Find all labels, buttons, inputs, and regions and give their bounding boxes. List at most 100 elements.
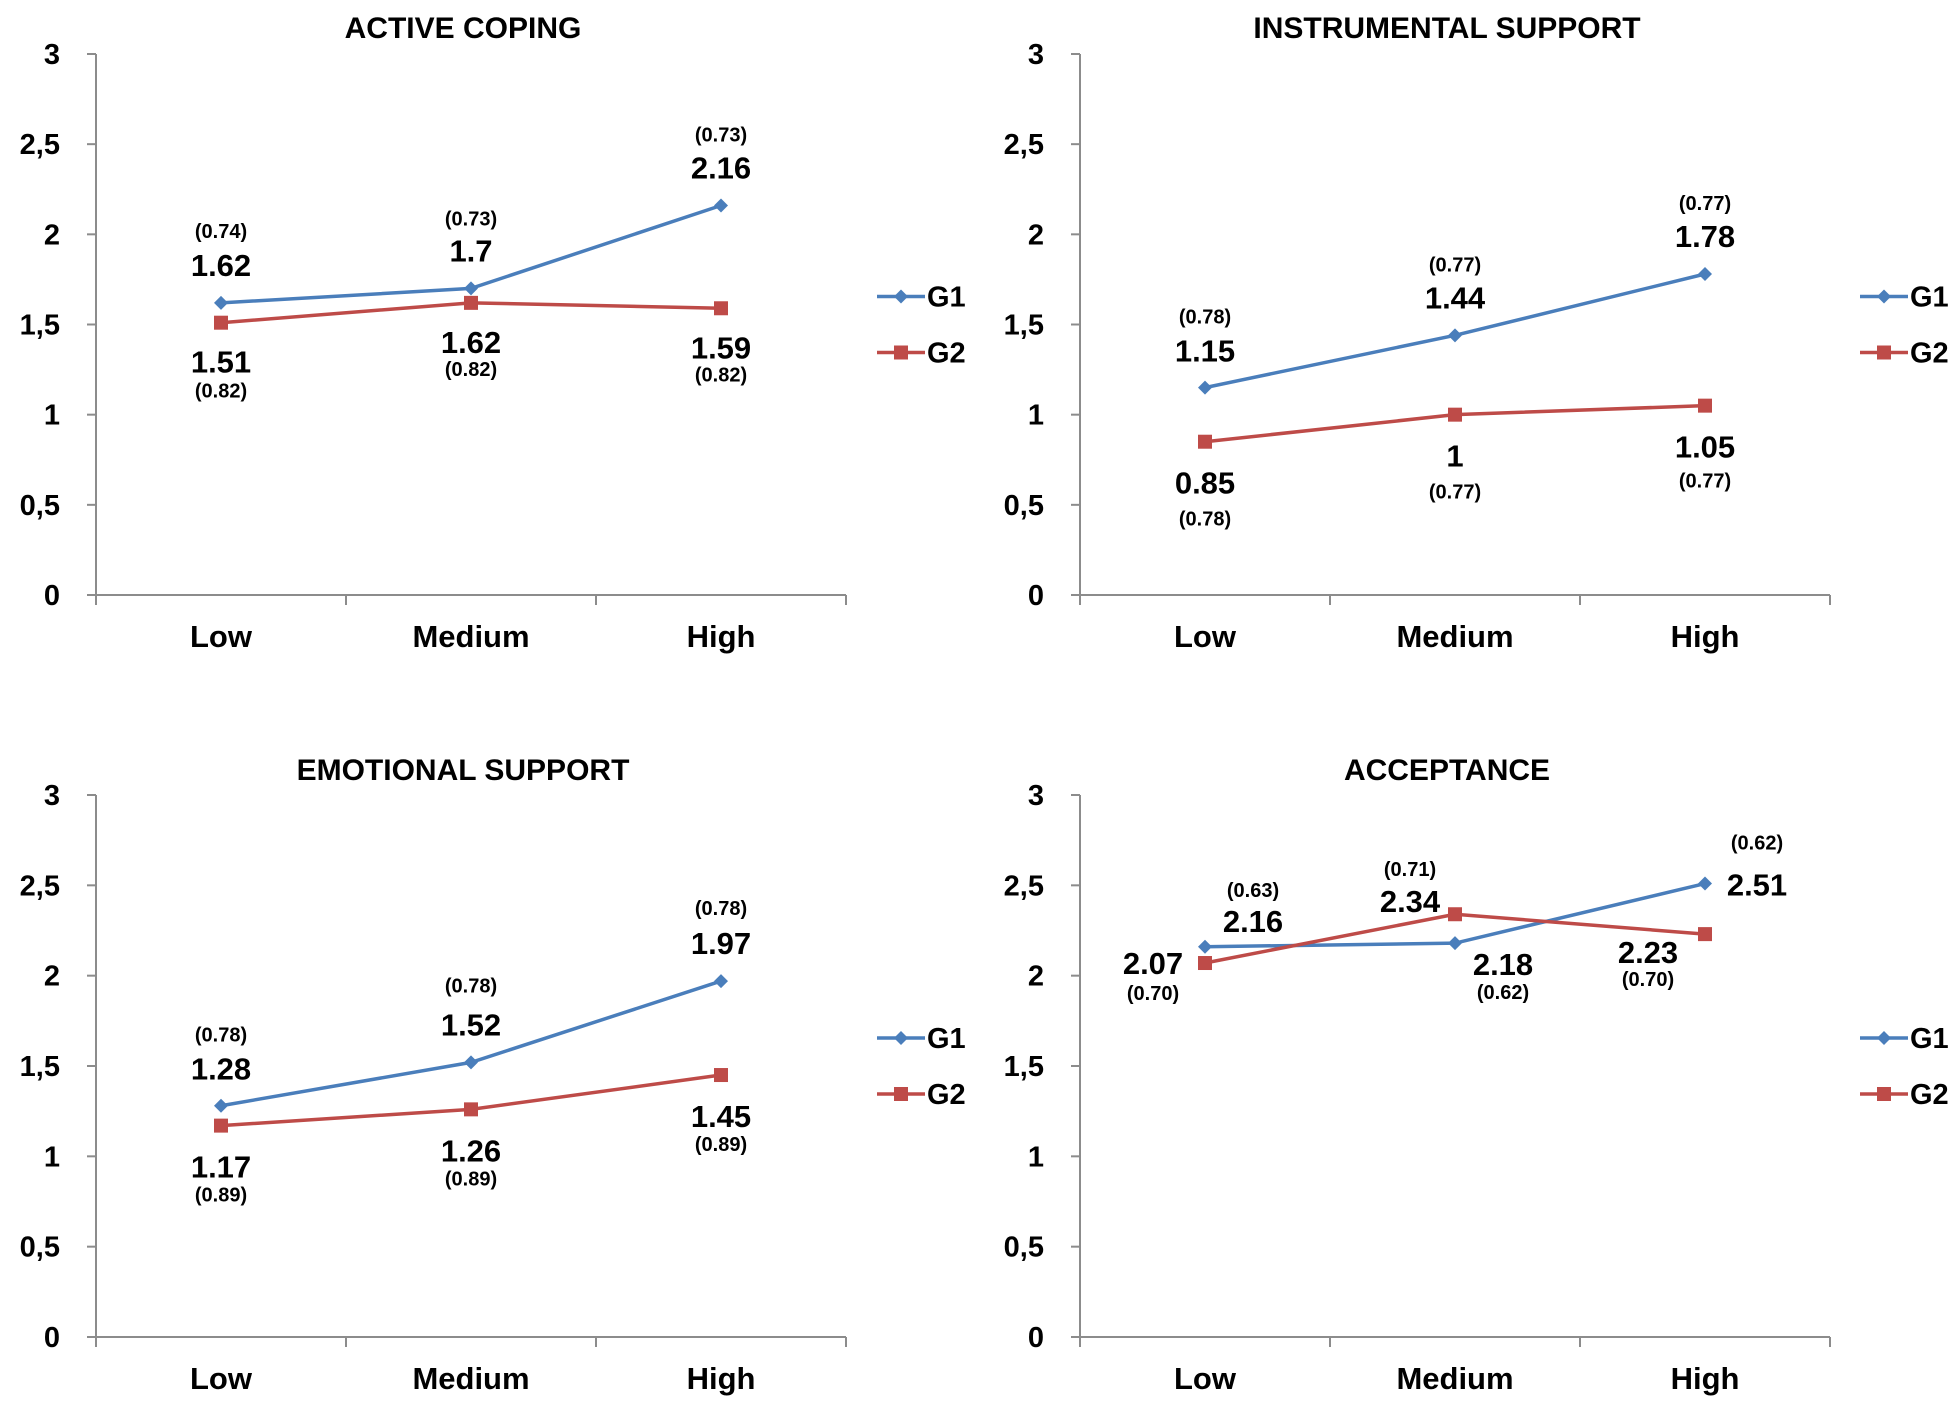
y-tick-label: 1,5	[1004, 1051, 1044, 1083]
sd-label: (0.71)	[1384, 859, 1436, 881]
y-tick-label: 1,5	[1004, 310, 1044, 342]
legend-marker-g1	[894, 289, 908, 304]
point-marker-g1	[1448, 328, 1462, 343]
x-tick-label: Low	[190, 619, 253, 654]
sd-label: (0.77)	[1679, 471, 1731, 493]
y-tick-label: 3	[44, 780, 60, 812]
data-label: 1.17	[191, 1150, 251, 1185]
data-label: 2.34	[1380, 884, 1441, 919]
sd-label: (0.73)	[695, 124, 747, 146]
point-marker-g2	[464, 295, 478, 310]
legend-marker-g2	[1877, 1087, 1891, 1101]
sd-label: (0.82)	[695, 364, 747, 386]
data-label: 2.51	[1727, 868, 1787, 903]
point-marker-g1	[464, 1055, 478, 1070]
legend-label: G2	[1910, 338, 1949, 370]
x-tick-label: Medium	[1396, 1361, 1513, 1396]
data-label: 1.28	[191, 1052, 251, 1087]
sd-label: (0.78)	[445, 975, 497, 997]
legend-marker-g1	[1877, 289, 1891, 304]
data-label: 1.7	[449, 233, 492, 268]
point-marker-g2	[714, 301, 728, 316]
x-tick-label: Low	[1174, 1361, 1237, 1396]
sd-label: (0.62)	[1477, 982, 1529, 1004]
y-tick-label: 1	[1028, 1141, 1044, 1173]
sd-label: (0.78)	[695, 898, 747, 920]
sd-label: (0.73)	[445, 208, 497, 230]
data-label: 1.45	[691, 1099, 751, 1134]
data-label: 1.52	[441, 1007, 501, 1042]
y-tick-label: 0,5	[1004, 490, 1044, 522]
sd-label: (0.82)	[445, 359, 497, 381]
y-tick-label: 2	[44, 961, 60, 993]
y-tick-label: 3	[44, 39, 60, 71]
x-tick-label: High	[1671, 619, 1740, 654]
point-marker-g1	[1198, 380, 1212, 395]
chart-title: ACTIVE COPING	[345, 12, 582, 45]
y-tick-label: 0	[1028, 580, 1044, 612]
chart-panel-3: EMOTIONAL SUPPORT 0 0,5 1 1,5 2 2,5 3 Low Medium H…	[20, 754, 966, 1396]
sd-label: (0.70)	[1127, 983, 1179, 1005]
data-label: 1.97	[691, 926, 751, 961]
data-label: 2.16	[691, 150, 751, 185]
legend-marker-g2	[1877, 345, 1891, 360]
chart-panel-1: ACTIVE COPING 0 0,5 1 1,5 2 2,5 3 Low Medium High 1…	[20, 12, 966, 654]
x-tick-label: High	[687, 1361, 756, 1396]
legend-label: G2	[927, 338, 966, 370]
y-tick-label: 2,5	[1004, 129, 1044, 161]
data-label: 1.05	[1675, 430, 1735, 465]
point-marker-g1	[1698, 267, 1712, 282]
sd-label: (0.89)	[695, 1134, 747, 1156]
data-label: 2.16	[1223, 904, 1283, 939]
y-tick-label: 1,5	[20, 310, 60, 342]
point-marker-g2	[714, 1068, 728, 1083]
point-marker-g2	[464, 1102, 478, 1117]
sd-label: (0.77)	[1429, 482, 1481, 504]
point-marker-g2	[1198, 956, 1212, 971]
sd-label: (0.70)	[1622, 969, 1674, 991]
point-marker-g1	[714, 198, 728, 213]
y-tick-label: 3	[1028, 780, 1044, 812]
y-tick-label: 2,5	[20, 870, 60, 902]
point-marker-g2	[1698, 398, 1712, 413]
y-tick-label: 0,5	[1004, 1232, 1044, 1264]
point-marker-g1	[1448, 936, 1462, 951]
point-marker-g1	[1698, 876, 1712, 891]
x-tick-label: Low	[190, 1361, 253, 1396]
x-tick-label: Medium	[412, 1361, 529, 1396]
legend-label: G1	[927, 1023, 966, 1055]
sd-label: (0.74)	[195, 221, 247, 243]
chart-panel-2: INSTRUMENTAL SUPPORT 0 0,5 1 1,5 2 2,5 3 Low Medi…	[1004, 12, 1949, 654]
y-tick-label: 0	[1028, 1322, 1044, 1354]
sd-label: (0.77)	[1429, 254, 1481, 276]
legend-label: G1	[1910, 1023, 1949, 1055]
sd-label: (0.77)	[1679, 193, 1731, 215]
data-label: 1.62	[191, 248, 251, 283]
sd-label: (0.78)	[1179, 509, 1231, 531]
data-label: 2.18	[1473, 947, 1533, 982]
x-tick-label: Low	[1174, 619, 1237, 654]
data-label: 1.44	[1425, 280, 1486, 315]
y-tick-label: 2,5	[1004, 870, 1044, 902]
legend-marker-g2	[894, 345, 908, 360]
y-tick-label: 2	[44, 219, 60, 251]
data-label: 2.23	[1618, 935, 1678, 970]
point-marker-g1	[214, 1098, 228, 1113]
point-marker-g1	[464, 281, 478, 296]
point-marker-g1	[214, 295, 228, 310]
legend-label: G1	[1910, 282, 1949, 314]
data-label: 1.26	[441, 1133, 501, 1168]
data-label: 1.15	[1175, 334, 1235, 369]
sd-label: (0.62)	[1731, 833, 1783, 855]
sd-label: (0.89)	[195, 1185, 247, 1207]
x-tick-label: High	[687, 619, 756, 654]
y-tick-label: 0,5	[20, 1232, 60, 1264]
legend-marker-g1	[1877, 1031, 1891, 1045]
chart-title: INSTRUMENTAL SUPPORT	[1253, 12, 1640, 45]
sd-label: (0.78)	[1179, 307, 1231, 329]
sd-label: (0.63)	[1227, 880, 1279, 902]
point-marker-g2	[1698, 927, 1712, 942]
data-label: 1.59	[691, 330, 751, 365]
legend-label: G2	[927, 1079, 966, 1111]
